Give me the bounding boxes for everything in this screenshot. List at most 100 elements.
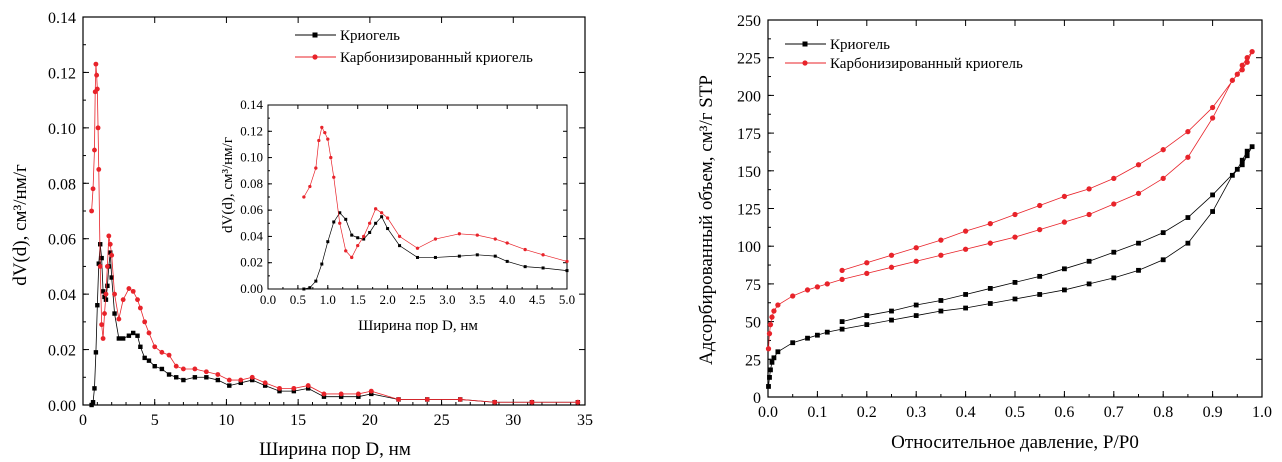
data-point [839, 326, 845, 332]
data-point [523, 247, 527, 252]
data-point [321, 391, 327, 397]
data-point [913, 258, 919, 264]
data-point [159, 366, 165, 372]
data-point [1244, 153, 1250, 159]
data-point [805, 335, 810, 341]
x-tick-label: 0.6 [1054, 404, 1074, 421]
legend-marker-series-a [802, 41, 808, 47]
data-point [109, 252, 115, 258]
data-point [326, 137, 330, 141]
left-y-tick-labels: 0.00 0.02 0.04 0.06 0.08 0.10 0.12 0.14 [48, 10, 76, 415]
data-point [92, 147, 97, 153]
data-point [105, 283, 110, 289]
data-point [888, 264, 895, 270]
data-point [1136, 267, 1141, 273]
data-point [415, 246, 420, 250]
data-point [1210, 192, 1215, 198]
data-point [180, 366, 186, 372]
data-point [249, 374, 255, 380]
data-point [99, 322, 105, 328]
data-point [963, 292, 968, 297]
data-point [314, 279, 318, 283]
data-point [962, 246, 969, 252]
legend-label-series-b: Карбонизированный криогель [340, 50, 533, 66]
data-point [1037, 226, 1043, 233]
y-tick-label: 0 [753, 390, 761, 407]
data-point [1239, 162, 1245, 168]
data-point [302, 287, 306, 291]
data-point [103, 291, 109, 297]
data-point [492, 399, 498, 405]
y-tick-label: 100 [737, 239, 761, 256]
data-point [103, 297, 109, 302]
data-point [192, 366, 198, 372]
data-point [541, 266, 545, 270]
data-point [1234, 71, 1240, 77]
data-point [1160, 257, 1166, 263]
data-point [305, 386, 311, 391]
data-point [215, 372, 221, 377]
data-point [131, 330, 136, 336]
y-tick-label: 0.06 [240, 202, 263, 217]
data-point [314, 166, 318, 170]
data-point [262, 380, 268, 386]
data-point [120, 297, 126, 303]
data-point [350, 233, 354, 237]
data-point [99, 255, 104, 261]
data-point [888, 252, 895, 258]
x-tick-label: 30 [505, 412, 521, 429]
inset-background [268, 105, 568, 289]
data-point [350, 255, 354, 260]
data-point [938, 237, 944, 243]
data-point [159, 349, 165, 355]
data-point [126, 286, 132, 292]
data-point [1185, 128, 1191, 135]
y-tick-label: 150 [737, 164, 761, 181]
data-point [815, 332, 820, 338]
data-point [1136, 240, 1141, 246]
data-point [424, 397, 430, 402]
data-point [864, 270, 870, 276]
data-point [1012, 234, 1018, 240]
series-b [302, 125, 569, 264]
data-point [1061, 219, 1068, 225]
y-tick-label: 0.02 [240, 255, 263, 270]
data-point [100, 336, 106, 341]
right-legend: Криогель Карбонизированный криогель [785, 37, 1023, 72]
data-point [379, 211, 384, 215]
y-tick-label: 0.14 [240, 97, 263, 112]
data-point [320, 125, 324, 129]
data-point [505, 241, 509, 245]
data-point [565, 269, 569, 273]
data-point [90, 186, 96, 192]
right-x-tick-labels: 0.0 0.1 0.2 0.3 0.4 0.5 0.6 0.7 0.8 0.9 1.0 [758, 404, 1272, 421]
data-point [457, 397, 463, 402]
data-point [204, 375, 209, 380]
data-point [766, 384, 771, 389]
data-point [173, 363, 179, 369]
data-point [1160, 230, 1166, 236]
series-b [765, 49, 1255, 352]
data-point [1185, 154, 1191, 160]
data-point [305, 383, 311, 389]
y-tick-label: 0.10 [48, 121, 76, 138]
data-point [215, 377, 221, 383]
data-point [368, 388, 374, 394]
data-point [126, 333, 132, 338]
data-point [174, 375, 179, 380]
data-point [771, 355, 777, 361]
data-point [100, 289, 106, 294]
data-point [338, 394, 344, 399]
data-point [227, 383, 232, 388]
data-point [94, 72, 100, 78]
data-point [130, 288, 136, 294]
data-point [338, 391, 344, 397]
data-point [1061, 193, 1068, 200]
inset-chart: 0.0 0.5 1.0 1.5 2.0 2.5 3.0 3.5 4.0 4.5 5.0 0.000.… [220, 97, 575, 334]
data-point [112, 311, 117, 316]
data-point [89, 402, 94, 408]
y-tick-label: 0.02 [48, 343, 76, 360]
x-tick-label: 0.0 [260, 292, 276, 307]
data-point [775, 349, 781, 355]
data-point [368, 230, 372, 234]
